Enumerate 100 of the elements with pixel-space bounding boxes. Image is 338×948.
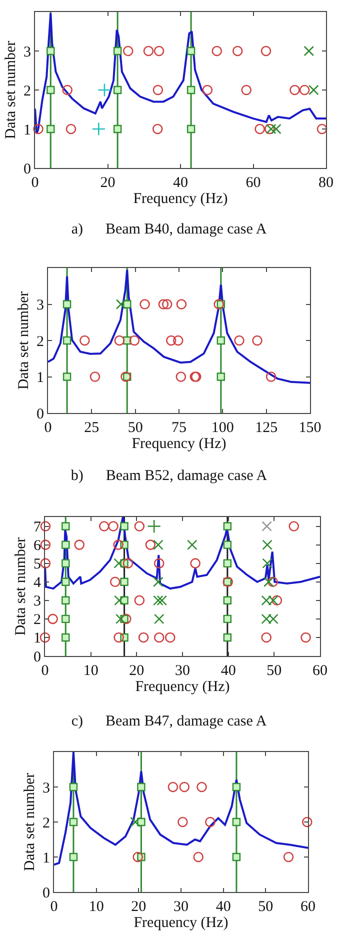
point: [116, 299, 126, 310]
point: [120, 522, 128, 530]
point: [202, 84, 213, 96]
point: [66, 124, 76, 134]
point: [115, 614, 126, 624]
x-tick-label: 10: [88, 899, 104, 915]
point: [152, 124, 163, 134]
point: [153, 540, 164, 550]
point: [186, 124, 196, 134]
x-tick-label: 75: [172, 420, 186, 436]
y-tick-label: 1: [42, 850, 50, 866]
point: [69, 782, 78, 792]
x-tick-label: 80: [318, 175, 334, 191]
point: [260, 46, 272, 56]
point: [172, 335, 184, 346]
point: [308, 84, 319, 96]
point: [196, 782, 207, 792]
point: [232, 818, 241, 826]
point: [223, 633, 232, 642]
point: [214, 299, 224, 310]
point: [162, 299, 172, 310]
point: [40, 521, 51, 532]
point: [46, 86, 55, 94]
point: [98, 83, 112, 97]
x-tick-label: 60: [246, 175, 261, 191]
point: [114, 335, 125, 346]
y-tick-label: 0: [36, 406, 44, 422]
point: [154, 614, 164, 624]
x-tick-label: 60: [300, 899, 316, 915]
x-axis-title: Frequency (Hz): [134, 915, 228, 931]
point: [216, 372, 226, 381]
point: [190, 558, 200, 568]
point: [272, 595, 282, 606]
point: [302, 816, 312, 828]
x-tick-label: 40: [173, 175, 188, 191]
point: [152, 84, 164, 96]
y-tick-label: 0: [42, 885, 50, 902]
x-tick-label: 50: [266, 663, 282, 679]
x-axis-title: Frequency (Hz): [132, 436, 226, 452]
point: [304, 46, 314, 56]
point: [62, 559, 70, 568]
point: [69, 852, 78, 862]
point: [122, 46, 134, 56]
y-tick-label: 6: [34, 538, 42, 554]
point: [113, 46, 122, 56]
point: [122, 558, 134, 568]
y-tick-label: 3: [34, 594, 41, 610]
point: [223, 559, 232, 568]
point: [62, 614, 70, 624]
point: [40, 558, 51, 568]
point: [129, 335, 140, 346]
y-axis-title: Data set number: [22, 772, 38, 872]
point: [186, 540, 198, 550]
point: [137, 782, 146, 792]
point: [62, 522, 70, 530]
y-tick-label: 3: [42, 780, 50, 796]
y-tick-label: 1: [24, 122, 31, 138]
x-tick-label: 125: [255, 420, 278, 436]
point: [40, 540, 51, 550]
point: [62, 596, 70, 604]
point: [268, 576, 278, 588]
point: [234, 335, 244, 346]
point: [262, 558, 272, 568]
point: [223, 614, 232, 624]
point: [153, 595, 164, 606]
point: [262, 540, 272, 550]
point: [140, 299, 150, 310]
point: [216, 336, 226, 345]
point: [120, 614, 132, 624]
point: [108, 521, 118, 532]
point: [62, 300, 72, 308]
point: [48, 614, 58, 624]
text: b) Beam B52, damage case A: [70, 468, 268, 484]
x-tick-label: 30: [174, 899, 188, 915]
point: [288, 521, 300, 532]
point: [120, 578, 128, 586]
y-tick-label: 2: [34, 612, 41, 628]
point: [205, 816, 216, 828]
x-tick-label: 150: [298, 420, 322, 436]
text: c) Beam B47, damage case A: [71, 713, 267, 730]
point: [271, 124, 282, 134]
point: [120, 372, 131, 382]
y-axis-title: Data set number: [2, 40, 19, 140]
point: [176, 372, 186, 382]
point: [134, 521, 145, 532]
point: [113, 124, 122, 134]
y-tick-label: 5: [34, 556, 41, 573]
point: [114, 632, 124, 643]
point: [62, 372, 72, 381]
point: [113, 540, 124, 550]
point: [147, 519, 162, 534]
point: [154, 558, 164, 568]
x-tick-label: 100: [211, 420, 234, 436]
point: [138, 632, 149, 643]
point: [168, 782, 178, 792]
point: [114, 595, 124, 606]
point: [114, 558, 124, 568]
point: [143, 46, 154, 56]
point: [264, 576, 274, 588]
point: [62, 540, 70, 549]
